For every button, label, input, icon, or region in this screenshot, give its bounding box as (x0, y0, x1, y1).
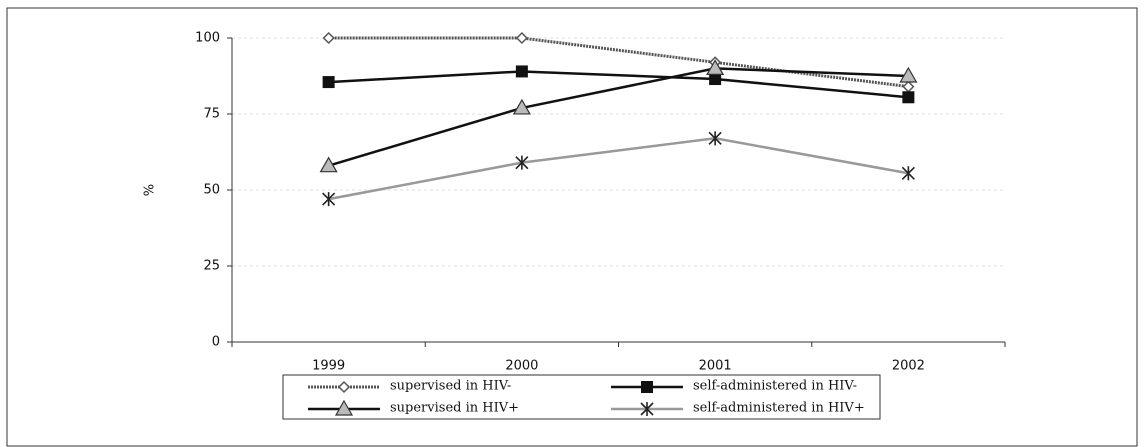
marker (640, 402, 654, 416)
marker (641, 381, 653, 393)
legend-label: self-administered in HIV- (693, 379, 857, 394)
frame (6, 7, 1138, 447)
marker (515, 65, 528, 78)
marker (322, 76, 335, 89)
marker (708, 131, 722, 146)
marker (322, 192, 336, 207)
legend-box (282, 374, 881, 420)
y-axis-label: % (143, 184, 158, 196)
marker (515, 31, 528, 45)
x-tick-label: 2001 (699, 359, 732, 374)
x-tick-label: 1999 (312, 359, 345, 374)
line (328, 70, 909, 99)
legend-label: supervised in HIV- (390, 379, 511, 394)
marker (902, 91, 915, 104)
marker (322, 31, 335, 45)
legend-label: supervised in HIV+ (390, 401, 519, 416)
line (328, 137, 909, 201)
marker (899, 66, 918, 83)
line (328, 36, 909, 89)
x-tick-label: 2000 (505, 359, 538, 374)
y-tick-label: 25 (203, 259, 220, 274)
marker (901, 166, 915, 181)
y-tick-label: 50 (203, 183, 220, 198)
marker (902, 80, 915, 93)
marker (334, 399, 354, 416)
legend-label: self-administered in HIV+ (693, 401, 865, 416)
marker (515, 155, 529, 170)
y-tick-label: 0 (212, 335, 220, 350)
marker (512, 98, 531, 115)
line (328, 67, 909, 167)
marker (337, 380, 351, 394)
y-tick-label: 75 (203, 107, 220, 122)
marker (319, 156, 338, 173)
y-tick-label: 100 (195, 31, 220, 46)
marker (709, 73, 722, 86)
x-tick-label: 2002 (892, 359, 925, 374)
marker (706, 59, 725, 75)
